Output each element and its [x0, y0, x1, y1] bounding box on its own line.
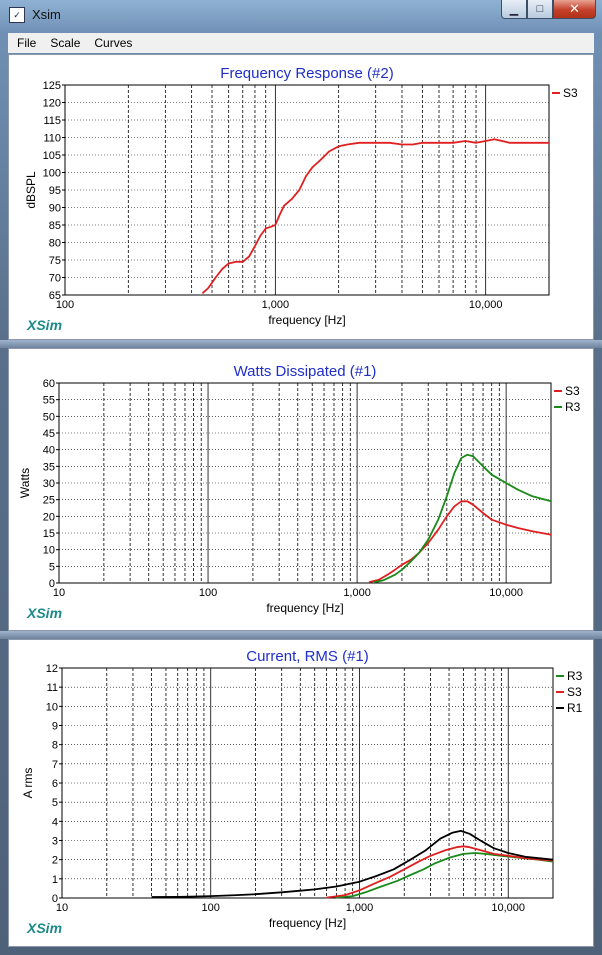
y-axis-label: dBSPL — [24, 171, 38, 209]
y-tick-label: 125 — [43, 80, 61, 92]
y-tick-label: 3 — [52, 836, 58, 848]
y-tick-label: 70 — [49, 273, 61, 285]
x-tick-label: 1,000 — [262, 299, 290, 311]
y-tick-label: 12 — [46, 663, 58, 675]
xsim-app-icon[interactable]: ✓ — [9, 7, 25, 23]
y-tick-label: 95 — [49, 185, 61, 197]
y-tick-label: 60 — [43, 378, 55, 390]
x-tick-label: 10,000 — [489, 587, 523, 599]
y-tick-label: 0 — [52, 893, 58, 905]
y-tick-label: 75 — [49, 255, 61, 267]
y-tick-label: 80 — [49, 238, 61, 250]
y-tick-label: 5 — [52, 797, 58, 809]
plot-area — [58, 382, 552, 584]
current-rms-panel: 0 1 2 3 4 5 6 7 8 9 10 11 12 10 100 1,000 10,000 Current,… — [8, 639, 594, 947]
chart-title: Current, RMS (#1) — [246, 648, 369, 665]
y-tick-label: 45 — [43, 428, 55, 440]
y-tick-label: 35 — [43, 461, 55, 473]
legend-label-r1[interactable]: R1 — [567, 701, 583, 715]
y-axis-label: A rms — [21, 768, 35, 799]
y-tick-label: 10 — [46, 701, 58, 713]
close-icon[interactable]: ✕ — [553, 0, 596, 19]
y-tick-label: 85 — [49, 220, 61, 232]
menu-curves[interactable]: Curves — [94, 36, 133, 50]
y-tick-label: 9 — [52, 721, 58, 733]
legend-label-r3[interactable]: R3 — [567, 669, 583, 683]
menu-file[interactable]: File — [17, 36, 37, 50]
x-tick-label: 10,000 — [491, 902, 525, 914]
y-tick-label: 50 — [43, 411, 55, 423]
legend-label-s3[interactable]: S3 — [565, 384, 580, 398]
y-tick-label: 1 — [52, 874, 58, 886]
x-axis-label: frequency [Hz] — [269, 916, 346, 930]
menu-bar: File Scale Curves — [8, 33, 594, 53]
x-tick-label: 1,000 — [346, 902, 374, 914]
y-tick-label: 115 — [43, 115, 61, 127]
y-tick-label: 7 — [52, 759, 58, 771]
y-tick-label: 100 — [43, 168, 61, 180]
xsim-watermark: XSim — [26, 317, 62, 333]
legend-label-r3[interactable]: R3 — [565, 400, 581, 414]
y-tick-label: 8 — [52, 740, 58, 752]
y-tick-label: 110 — [43, 133, 61, 145]
xsim-watermark: XSim — [26, 605, 62, 621]
y-tick-label: 25 — [43, 495, 55, 507]
window-title: Xsim — [32, 7, 61, 22]
x-axis-label: frequency [Hz] — [266, 601, 343, 615]
y-tick-label: 10 — [43, 545, 55, 557]
y-tick-label: 30 — [43, 478, 55, 490]
panel-divider[interactable] — [0, 631, 602, 639]
frequency-response-chart: 65 70 75 80 85 90 95 100 105 110 115 120 125 100 1,000… — [24, 65, 578, 333]
y-tick-label: 55 — [43, 395, 55, 407]
y-tick-label: 5 — [49, 561, 55, 573]
x-tick-label: 100 — [202, 902, 220, 914]
menu-scale[interactable]: Scale — [50, 36, 81, 50]
y-tick-label: 105 — [43, 150, 61, 162]
x-tick-label: 100 — [56, 299, 74, 311]
series-line-r3 — [373, 453, 552, 584]
plot-area — [61, 667, 554, 899]
x-tick-label: 10,000 — [469, 299, 503, 311]
y-tick-label: 6 — [52, 778, 58, 790]
watts-dissipated-panel: 0 5 10 15 20 25 30 35 40 45 50 55 60 10 100 1,000 10,000… — [8, 348, 594, 631]
legend-label-s3[interactable]: S3 — [567, 685, 582, 699]
xsim-watermark: XSim — [26, 920, 62, 936]
series-line-s3 — [201, 138, 549, 294]
y-tick-label: 4 — [52, 816, 58, 828]
watts-dissipated-chart: 0 5 10 15 20 25 30 35 40 45 50 55 60 10 100 1,000 10,000… — [18, 363, 581, 621]
series-line-s3 — [326, 845, 554, 899]
frequency-response-panel: 65 70 75 80 85 90 95 100 105 110 115 120 125 100 1,000… — [8, 54, 594, 340]
legend-label-s3[interactable]: S3 — [563, 86, 578, 100]
y-tick-label: 90 — [49, 203, 61, 215]
y-tick-label: 11 — [47, 682, 58, 694]
series-line-s3 — [368, 500, 552, 584]
y-tick-label: 0 — [49, 578, 55, 590]
y-tick-label: 40 — [43, 445, 55, 457]
x-tick-label: 10 — [56, 902, 68, 914]
panel-divider[interactable] — [0, 340, 602, 348]
y-tick-label: 120 — [43, 98, 61, 110]
y-tick-label: 2 — [52, 855, 58, 867]
y-tick-label: 15 — [43, 528, 55, 540]
x-tick-label: 10 — [53, 587, 65, 599]
chart-title: Frequency Response (#2) — [220, 65, 393, 82]
title-bar[interactable]: ✓ Xsim ▁ □ ✕ — [0, 0, 602, 32]
y-tick-label: 65 — [49, 290, 61, 302]
chart-title: Watts Dissipated (#1) — [234, 363, 377, 380]
plot-area — [64, 84, 550, 296]
x-tick-label: 100 — [199, 587, 217, 599]
x-axis-label: frequency [Hz] — [268, 313, 345, 327]
x-tick-label: 1,000 — [343, 587, 371, 599]
y-tick-label: 20 — [43, 511, 55, 523]
y-axis-label: Watts — [18, 468, 32, 498]
window-controls: ▁ □ ✕ — [501, 0, 596, 20]
maximize-icon[interactable]: □ — [527, 0, 553, 19]
minimize-icon[interactable]: ▁ — [501, 0, 527, 19]
series-line-r1 — [151, 830, 554, 898]
